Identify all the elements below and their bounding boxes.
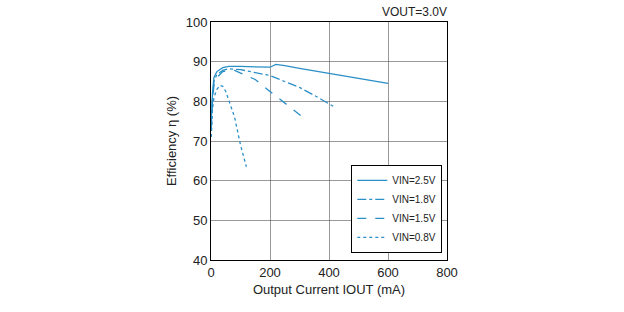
svg-text:800: 800 [436,265,458,280]
svg-text:40: 40 [193,253,207,268]
svg-text:100: 100 [186,15,208,30]
svg-text:50: 50 [193,213,207,228]
svg-text:400: 400 [318,265,340,280]
svg-text:VOUT=3.0V: VOUT=3.0V [382,5,447,19]
svg-text:60: 60 [193,173,207,188]
svg-text:VIN=1.8V: VIN=1.8V [392,194,435,205]
svg-text:600: 600 [377,265,399,280]
svg-text:Output Current IOUT (mA): Output Current IOUT (mA) [253,282,405,297]
svg-text:VIN=2.5V: VIN=2.5V [392,175,435,186]
svg-text:VIN=1.5V: VIN=1.5V [392,213,435,224]
svg-text:0: 0 [207,265,214,280]
svg-text:Efficiency η (%): Efficiency η (%) [164,96,179,186]
svg-text:200: 200 [259,265,281,280]
svg-text:70: 70 [193,134,207,149]
svg-text:VIN=0.8V: VIN=0.8V [392,232,435,243]
svg-text:90: 90 [193,54,207,69]
svg-text:80: 80 [193,94,207,109]
